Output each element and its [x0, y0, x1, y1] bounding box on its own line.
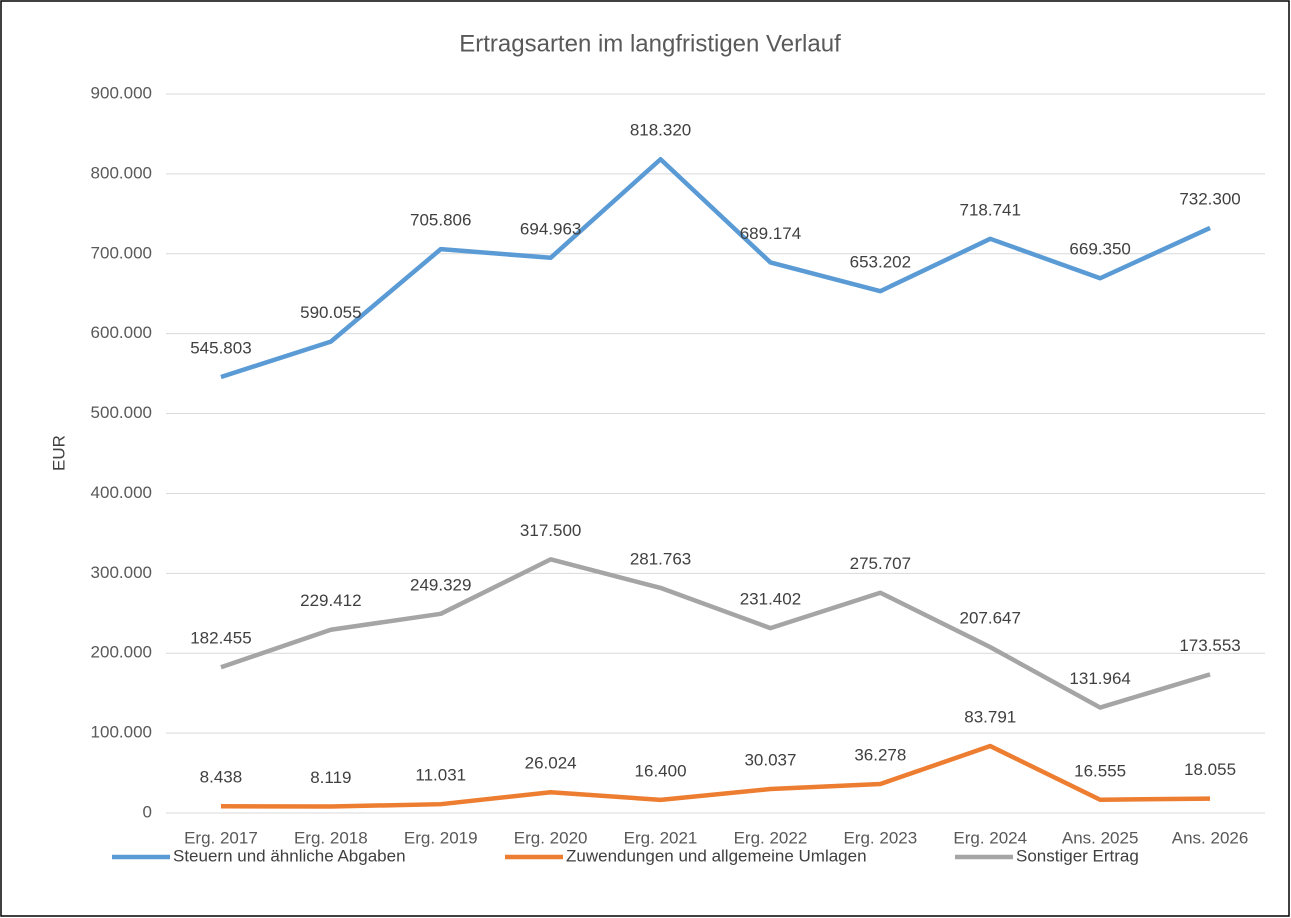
x-tick-label: Erg. 2022 — [734, 828, 808, 847]
y-axis-title: EUR — [49, 435, 68, 471]
x-tick-label: Erg. 2020 — [514, 828, 588, 847]
data-label: 8.438 — [200, 768, 243, 787]
y-tick-label: 700.000 — [91, 243, 152, 262]
chart-title: Ertragsarten im langfristigen Verlauf — [459, 30, 841, 57]
y-tick-label: 400.000 — [91, 483, 152, 502]
data-label: 83.791 — [964, 708, 1016, 727]
y-tick-label: 0 — [143, 802, 152, 821]
x-tick-label: Erg. 2021 — [624, 828, 698, 847]
legend-label: Zuwendungen und allgemeine Umlagen — [566, 846, 867, 865]
y-tick-label: 900.000 — [91, 83, 152, 102]
data-label: 36.278 — [854, 746, 906, 765]
legend-label: Sonstiger Ertrag — [1016, 846, 1139, 865]
series-line — [220, 157, 1211, 380]
x-tick-label: Erg. 2019 — [404, 828, 478, 847]
y-tick-label: 800.000 — [91, 163, 152, 182]
data-label: 30.037 — [744, 750, 796, 769]
data-label: 26.024 — [525, 754, 577, 773]
data-label: 718.741 — [960, 200, 1021, 219]
data-label: 18.055 — [1184, 760, 1236, 779]
data-label: 231.402 — [740, 590, 801, 609]
data-label: 173.553 — [1179, 636, 1240, 655]
x-tick-label: Erg. 2018 — [294, 828, 368, 847]
data-label: 16.400 — [635, 761, 687, 780]
data-label: 207.647 — [960, 609, 1021, 628]
y-tick-label: 100.000 — [91, 723, 152, 742]
data-label: 11.031 — [415, 766, 466, 785]
data-label: 131.964 — [1069, 669, 1130, 688]
y-tick-label: 300.000 — [91, 563, 152, 582]
data-label: 689.174 — [740, 224, 801, 243]
y-tick-label: 500.000 — [91, 403, 152, 422]
x-tick-label: Erg. 2017 — [184, 828, 258, 847]
data-label: 705.806 — [410, 211, 471, 230]
data-label: 275.707 — [850, 554, 911, 573]
legend-label: Steuern und ähnliche Abgaben — [173, 846, 406, 865]
x-tick-label: Ans. 2026 — [1172, 828, 1249, 847]
x-tick-label: Erg. 2023 — [843, 828, 917, 847]
data-label: 182.455 — [190, 629, 251, 648]
data-label: 694.963 — [520, 219, 581, 238]
data-label: 545.803 — [190, 338, 251, 357]
data-label: 732.300 — [1179, 189, 1240, 208]
data-label: 653.202 — [850, 253, 911, 272]
y-tick-label: 600.000 — [91, 323, 152, 342]
data-label: 590.055 — [300, 303, 361, 322]
series-line — [220, 743, 1211, 809]
data-label: 8.119 — [310, 768, 351, 787]
data-label: 317.500 — [520, 521, 581, 540]
data-label: 818.320 — [630, 121, 691, 140]
data-label: 229.412 — [300, 591, 361, 610]
x-tick-label: Ans. 2025 — [1062, 828, 1139, 847]
series-line — [220, 557, 1211, 710]
x-tick-label: Erg. 2024 — [953, 828, 1027, 847]
data-label: 249.329 — [410, 575, 471, 594]
data-label: 669.350 — [1069, 240, 1130, 259]
data-label: 281.763 — [630, 549, 691, 568]
data-label: 16.555 — [1074, 761, 1126, 780]
y-tick-label: 200.000 — [91, 643, 152, 662]
